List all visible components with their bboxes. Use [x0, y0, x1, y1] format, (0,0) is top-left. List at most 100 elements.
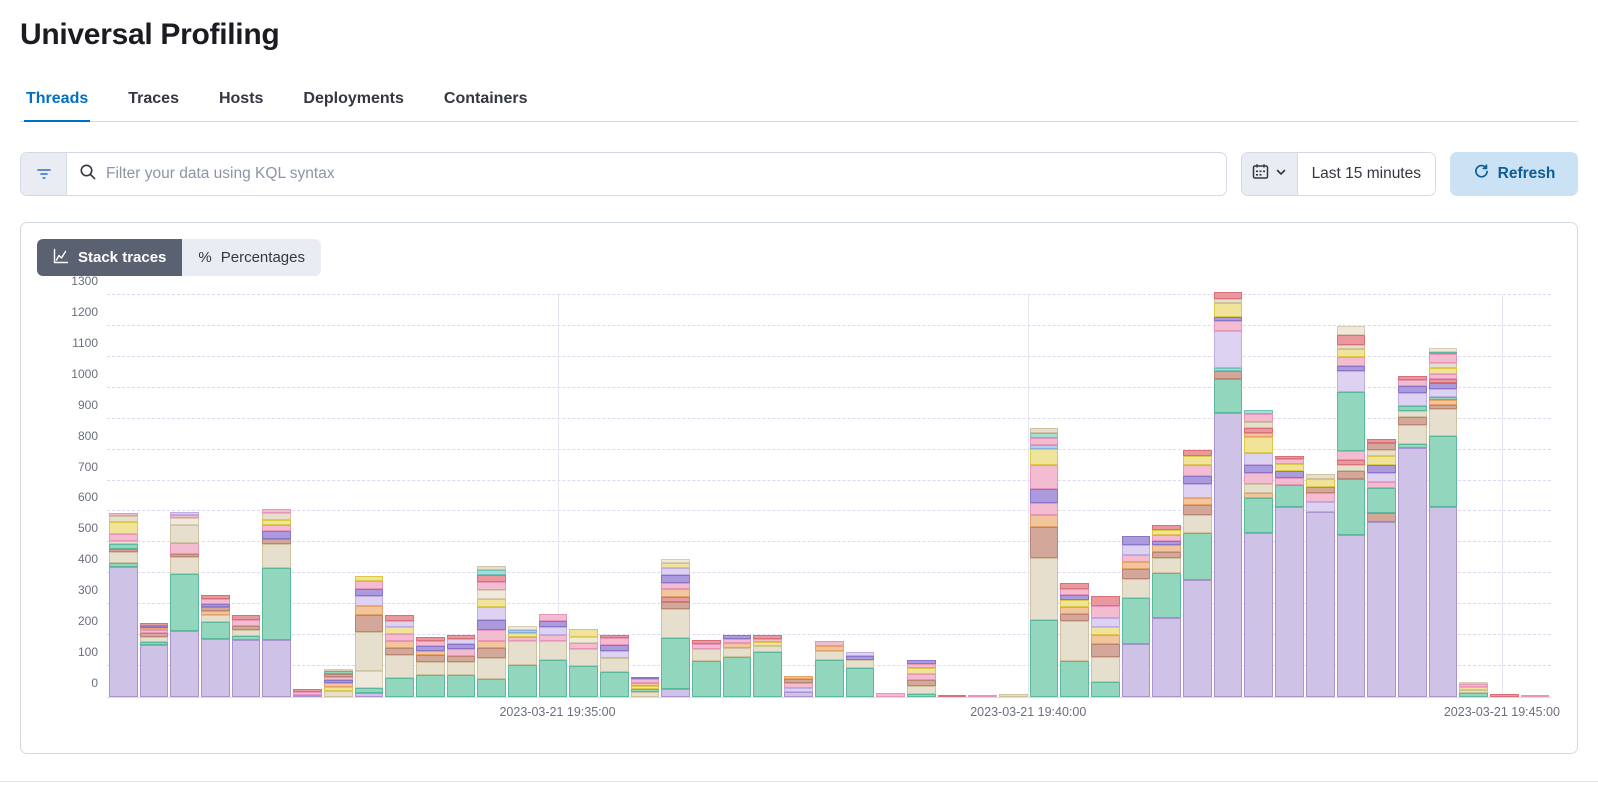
stacked-bar[interactable]	[1060, 582, 1089, 697]
bar-segment-tan	[661, 608, 691, 639]
stacked-bar[interactable]	[600, 635, 629, 697]
bar-segment-yellow	[1367, 455, 1396, 466]
stacked-bar[interactable]	[569, 629, 598, 697]
bar-segment-pink	[968, 694, 997, 697]
stacked-bar[interactable]	[1489, 693, 1519, 697]
bar-segment-brown	[1183, 505, 1212, 515]
bar-segment-violet	[538, 620, 568, 628]
stacked-bar[interactable]	[170, 511, 200, 697]
stacked-bar[interactable]	[722, 635, 752, 697]
stacked-bar[interactable]	[906, 659, 936, 697]
stacked-bar[interactable]	[1183, 449, 1212, 697]
stacked-bar[interactable]	[109, 513, 138, 697]
stacked-bar[interactable]	[231, 615, 261, 697]
bar-segment-pink	[906, 663, 936, 669]
bar-segment-violet	[1244, 465, 1274, 473]
stacked-bar[interactable]	[753, 635, 783, 697]
bar-segment-tan	[1183, 514, 1212, 534]
stacked-bar[interactable]	[876, 693, 905, 697]
y-axis-tick: 1100	[72, 335, 98, 350]
gridline-y-300	[107, 603, 1551, 605]
bar-segment-violet	[354, 588, 384, 596]
stacked-bar[interactable]	[538, 613, 568, 697]
kql-search-input[interactable]	[106, 165, 1214, 183]
bar-segment-violet	[661, 574, 691, 584]
bar-segment-tan	[201, 615, 230, 622]
bar-segment-yellow	[1060, 599, 1089, 607]
chevron-down-icon	[1275, 165, 1287, 183]
bar-segment-pink	[201, 598, 230, 604]
stacked-bar[interactable]	[1091, 596, 1120, 697]
stacked-bar[interactable]	[1305, 474, 1335, 697]
time-range-value[interactable]: Last 15 minutes	[1297, 153, 1435, 195]
gridline-y-400	[107, 572, 1551, 574]
stacked-bar[interactable]	[354, 576, 384, 697]
bar-segment-yellow	[1336, 349, 1366, 357]
stacked-bar[interactable]	[1428, 347, 1458, 697]
stacked-bar[interactable]	[845, 652, 875, 697]
stacked-bar[interactable]	[630, 676, 660, 697]
stacked-bar[interactable]	[415, 636, 445, 697]
bar-segment-cream	[1459, 681, 1488, 684]
time-range-picker: Last 15 minutes	[1240, 152, 1436, 196]
bar-segment-violet	[201, 603, 230, 607]
stacked-bar[interactable]	[968, 694, 997, 697]
tab-containers[interactable]: Containers	[443, 90, 528, 107]
stacked-bar[interactable]	[262, 508, 292, 697]
bar-segment-pink	[109, 513, 138, 517]
refresh-button[interactable]: Refresh	[1450, 152, 1578, 196]
stacked-bar[interactable]	[201, 595, 230, 697]
stacked-bar[interactable]	[1244, 409, 1274, 697]
stacked-bar[interactable]	[1459, 681, 1488, 697]
stacked-bar[interactable]	[323, 669, 353, 697]
bar-segment-pink	[784, 683, 813, 688]
stacked-bar[interactable]	[1367, 438, 1396, 697]
bar-segment-orange	[477, 640, 506, 649]
bar-segment-green	[1428, 435, 1458, 507]
bar-segment-red	[201, 595, 230, 599]
bar-segment-pink	[323, 676, 353, 681]
bar-segment-green	[1367, 488, 1396, 514]
bar-segment-tan	[1336, 465, 1366, 472]
stacked-bar[interactable]	[477, 565, 506, 697]
calendar-menu-button[interactable]	[1241, 153, 1298, 195]
bar-segment-pink	[600, 638, 629, 645]
bar-segment-pink	[692, 644, 721, 650]
stacked-bar[interactable]	[1336, 326, 1366, 697]
tab-threads[interactable]: Threads	[24, 82, 91, 122]
add-filter-button[interactable]	[21, 153, 67, 195]
tab-hosts[interactable]: Hosts	[218, 90, 264, 107]
stacked-bar[interactable]	[1397, 375, 1427, 697]
stacked-bar[interactable]	[1520, 694, 1550, 697]
stacked-bar[interactable]	[1213, 292, 1243, 697]
stacked-bar[interactable]	[998, 693, 1028, 697]
stacked-bar[interactable]	[446, 635, 476, 697]
bar-segment-brown	[385, 647, 414, 656]
stacked-bar[interactable]	[1275, 455, 1304, 697]
stacked-bar[interactable]	[661, 559, 691, 697]
stacked-bar[interactable]	[937, 694, 967, 697]
stacked-bar[interactable]	[692, 639, 721, 697]
stacked-bar[interactable]	[814, 641, 844, 697]
toggle-stack-traces[interactable]: Stack traces	[37, 239, 183, 276]
stacked-bar-chart[interactable]: 0 100 200 300 400 500 600 700 800 900 1000 1100 1200…	[71, 274, 1551, 698]
stacked-bar[interactable]	[784, 675, 813, 697]
toggle-percentages[interactable]: % Percentages	[182, 239, 321, 276]
stacked-bar[interactable]	[1121, 536, 1151, 697]
stacked-bar[interactable]	[385, 615, 414, 697]
toggle-stack-traces-label: Stack traces	[78, 249, 167, 266]
stacked-bar[interactable]	[139, 622, 169, 697]
kql-search-field[interactable]	[67, 153, 1226, 195]
stacked-bar[interactable]	[1029, 428, 1059, 697]
stacked-bar[interactable]	[507, 625, 537, 697]
tab-traces[interactable]: Traces	[128, 90, 179, 107]
bar-segment-yellow	[630, 685, 660, 690]
bar-segment-green	[1060, 661, 1089, 697]
tab-deployments[interactable]: Deployments	[303, 90, 404, 107]
y-axis-tick: 300	[77, 583, 98, 598]
stacked-bar[interactable]	[293, 689, 322, 697]
stacked-bar[interactable]	[1152, 525, 1182, 697]
bar-segment-pink	[1520, 694, 1550, 697]
bar-segment-pink	[1029, 502, 1059, 515]
bar-segment-pink	[139, 630, 169, 634]
